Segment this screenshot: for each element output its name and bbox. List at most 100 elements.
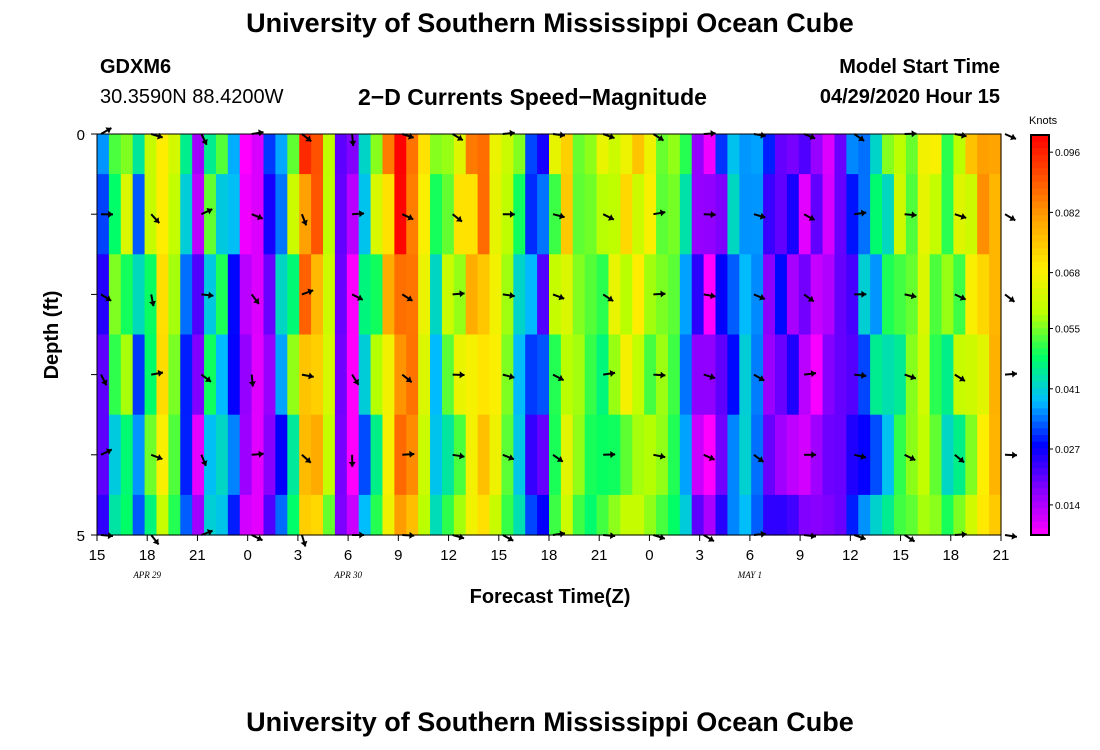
- heatmap-cell: [751, 414, 764, 496]
- heatmap-cell: [679, 334, 693, 416]
- heatmap-cell: [477, 254, 491, 336]
- colorbar-segment: [1031, 241, 1049, 249]
- heatmap-cell: [882, 134, 895, 175]
- colorbar-segment: [1031, 308, 1049, 316]
- colorbar-segment: [1031, 355, 1049, 363]
- current-vector: [753, 373, 765, 382]
- heatmap-cell: [239, 174, 253, 255]
- current-vector: [803, 133, 816, 140]
- heatmap-cell: [989, 254, 1002, 336]
- heatmap-cell: [168, 414, 181, 496]
- heatmap-cell: [489, 334, 503, 416]
- colorbar-segment: [1031, 435, 1049, 443]
- heatmap-cell: [727, 494, 740, 536]
- heatmap-cell: [180, 174, 193, 255]
- colorbar-segment: [1031, 441, 1049, 449]
- heatmap-cell: [822, 494, 836, 536]
- heatmap-cell: [810, 494, 824, 536]
- heatmap-cell: [311, 254, 324, 336]
- heatmap-cell: [108, 494, 122, 536]
- heatmap-cell: [251, 134, 265, 175]
- heatmap-cell: [739, 134, 752, 175]
- heatmap-cell: [989, 174, 1002, 255]
- colorbar-segment: [1031, 528, 1049, 536]
- heatmap-cell: [977, 174, 990, 255]
- heatmap-cell: [394, 494, 407, 536]
- heatmap-cell: [644, 254, 657, 336]
- current-vector: [602, 213, 615, 221]
- heatmap-cell: [679, 134, 693, 175]
- heatmap-cell: [763, 174, 776, 255]
- current-vector: [753, 212, 766, 220]
- heatmap-cell: [513, 134, 526, 175]
- colorbar-segment: [1031, 235, 1049, 243]
- colorbar-tick-label: 0.096: [1055, 148, 1080, 159]
- heatmap-cell: [156, 134, 169, 175]
- current-vector: [401, 293, 414, 302]
- heatmap-cell: [204, 174, 217, 255]
- heatmap-cell: [418, 174, 431, 255]
- heatmap-cell: [287, 254, 300, 336]
- colorbar-segment: [1031, 381, 1049, 389]
- heatmap-cell: [560, 254, 574, 336]
- colorbar-segment: [1031, 521, 1049, 529]
- current-vector: [100, 374, 108, 386]
- heatmap-cell: [822, 174, 836, 255]
- heatmap-cell: [108, 174, 122, 255]
- current-vector: [603, 370, 616, 377]
- heatmap-cell: [739, 174, 752, 255]
- heatmap-cell: [263, 334, 277, 416]
- current-vector: [653, 371, 666, 379]
- heatmap-cell: [132, 134, 146, 175]
- current-vector: [1004, 370, 1018, 378]
- heatmap-cell: [513, 334, 526, 416]
- heatmap-cell: [715, 494, 729, 536]
- heatmap-cell: [882, 254, 895, 336]
- heatmap-cell: [941, 134, 955, 175]
- heatmap-cell: [192, 414, 205, 496]
- heatmap-cell: [537, 254, 550, 336]
- colorbar-segment: [1031, 188, 1049, 196]
- heatmap-cell: [334, 334, 348, 416]
- heatmap-cell: [834, 334, 847, 416]
- heatmap-cell: [227, 134, 241, 175]
- colorbar-segment: [1031, 221, 1049, 229]
- heatmap-cell: [620, 254, 633, 336]
- heatmap-cell: [751, 254, 764, 336]
- heatmap-cell: [691, 134, 705, 175]
- heatmap-cell: [763, 254, 776, 336]
- current-vector: [653, 209, 666, 217]
- heatmap-cell: [108, 334, 122, 416]
- colorbar-segment: [1031, 508, 1049, 516]
- heatmap-cell: [453, 494, 467, 536]
- heatmap-cell: [441, 254, 455, 336]
- heatmap-cell: [941, 334, 955, 416]
- heatmap-cell: [156, 414, 169, 496]
- current-vector: [151, 369, 164, 377]
- heatmap-cell: [489, 174, 503, 255]
- x-tick-label: 21: [993, 547, 1010, 564]
- heatmap-cell: [763, 494, 776, 536]
- current-vector: [803, 213, 816, 221]
- heatmap-cell: [299, 414, 312, 496]
- x-tick-label: 18: [942, 547, 959, 564]
- x-tick-label: 0: [645, 547, 653, 564]
- current-vector: [150, 132, 163, 140]
- heatmap-cell: [453, 134, 467, 175]
- current-vector: [653, 452, 666, 460]
- heatmap-cell: [192, 494, 205, 536]
- heatmap-cell: [394, 334, 407, 416]
- current-vector: [703, 534, 715, 543]
- heatmap-cell: [382, 414, 395, 496]
- heatmap-cell: [430, 134, 443, 175]
- heatmap-cell: [929, 414, 943, 496]
- colorbar-segment: [1031, 421, 1049, 429]
- footer-title: University of Southern Mississippi Ocean…: [246, 707, 854, 737]
- heatmap-cell: [275, 254, 288, 336]
- heatmap-cell: [227, 254, 241, 336]
- heatmap-cell: [584, 134, 598, 175]
- current-vector: [853, 133, 865, 142]
- heatmap-cell: [406, 254, 419, 336]
- heatmap-cell: [406, 174, 419, 255]
- x-tick-label: 0: [244, 547, 252, 564]
